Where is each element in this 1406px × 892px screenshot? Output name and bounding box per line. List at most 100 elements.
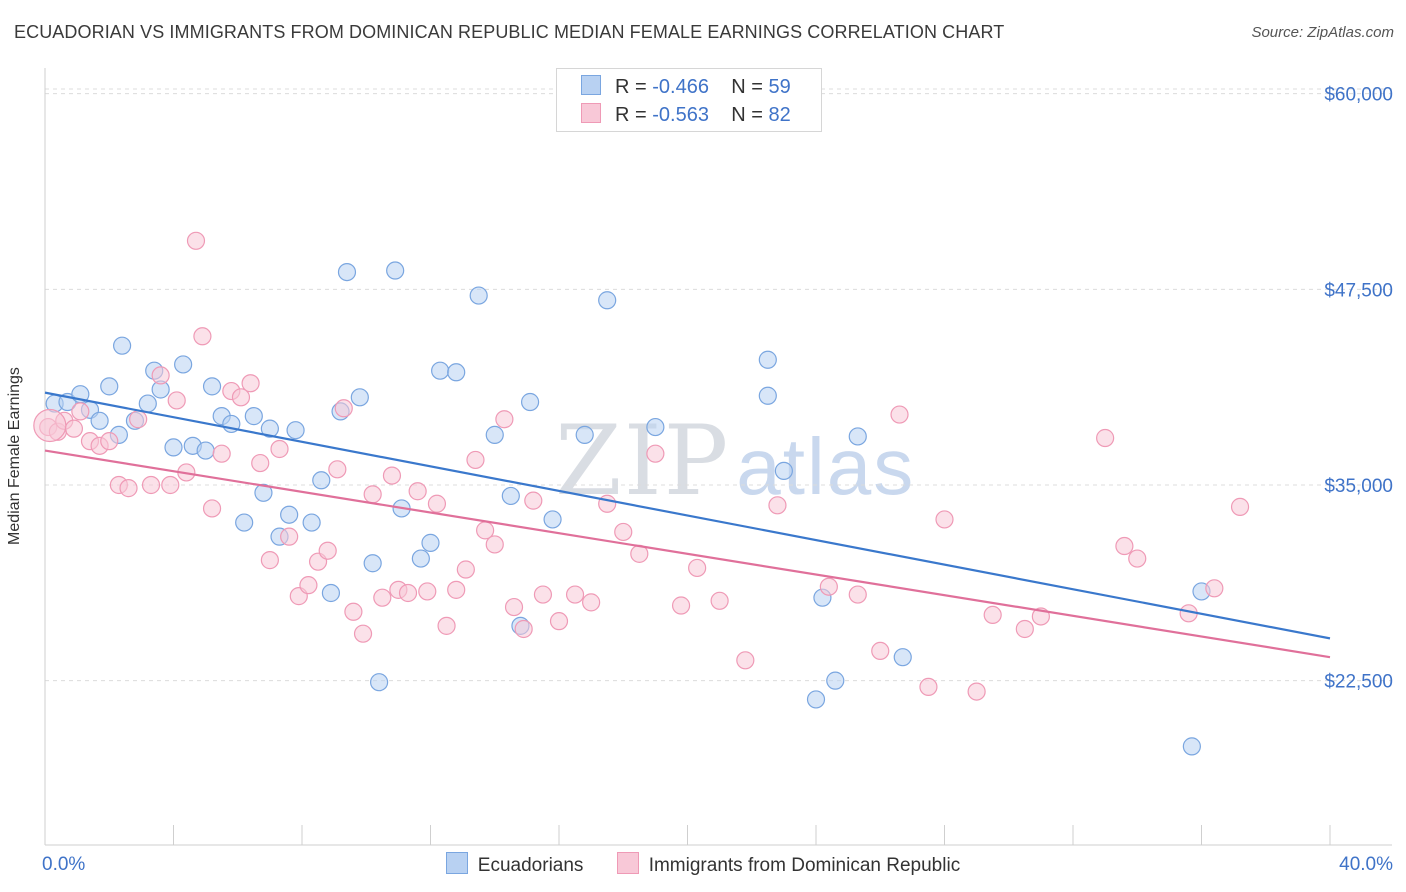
point-ecuadorian	[646, 417, 665, 437]
y-tick-label: $35,000	[1324, 476, 1393, 497]
point-dominican	[437, 616, 456, 635]
point-ecuadorian	[774, 461, 793, 480]
point-dominican	[582, 593, 601, 612]
point-dominican	[533, 585, 553, 604]
point-ecuadorian	[138, 394, 157, 413]
point-ecuadorian	[806, 690, 826, 709]
point-ecuadorian	[302, 513, 321, 532]
series-legend: Ecuadorians Immigrants from Dominican Re…	[0, 852, 1406, 877]
point-dominican	[418, 582, 437, 601]
point-ecuadorian	[235, 513, 254, 532]
point-ecuadorian	[575, 425, 594, 444]
legend-swatch-pink	[581, 103, 601, 123]
point-dominican	[919, 677, 938, 697]
point-dominican	[251, 453, 270, 473]
correlation-legend: R = -0.466 N = 59 R = -0.563 N = 82	[556, 68, 822, 132]
point-dominican	[983, 605, 1002, 625]
point-dominican	[373, 588, 392, 607]
point-dominican	[598, 494, 617, 513]
point-dominican	[614, 522, 633, 542]
point-dominican	[427, 494, 447, 513]
point-ecuadorian	[174, 355, 193, 374]
chart-title: ECUADORIAN VS IMMIGRANTS FROM DOMINICAN …	[14, 22, 1005, 42]
point-dominican	[466, 450, 485, 470]
point-dominican	[241, 374, 260, 393]
y-axis-label: Median Female Earnings	[6, 367, 23, 545]
point-dominican	[768, 496, 787, 515]
n-label: N =	[731, 76, 763, 98]
trendline-dominican	[44, 449, 1331, 659]
point-dominican	[565, 585, 585, 604]
x-tick-label: 40.0%	[1339, 854, 1393, 875]
point-ecuadorian	[321, 583, 341, 603]
point-dominican	[447, 580, 466, 599]
point-dominican	[299, 576, 318, 595]
point-ecuadorian	[100, 377, 119, 396]
watermark-atlas: atlas	[736, 422, 916, 511]
watermark-zip: ZIP	[555, 405, 731, 517]
point-ecuadorian	[386, 261, 405, 280]
point-dominican	[100, 432, 119, 451]
point-dominican	[193, 327, 212, 346]
legend-swatch-blue	[581, 75, 601, 95]
y-tick-label: $60,000	[1324, 85, 1393, 106]
y-tick-label: $22,500	[1324, 672, 1393, 693]
point-dominican	[344, 602, 363, 621]
point-dominican	[33, 408, 67, 443]
point-ecuadorian	[363, 554, 382, 573]
point-dominican	[119, 479, 138, 498]
legend-row-ecuadorians: R = -0.466 N = 59	[581, 75, 791, 101]
point-dominican	[1115, 536, 1134, 556]
y-tick-label: $47,500	[1324, 280, 1393, 301]
point-dominican	[504, 597, 524, 617]
point-dominican	[495, 410, 514, 429]
point-dominican	[141, 475, 161, 495]
point-dominican	[671, 596, 691, 615]
point-ecuadorian	[286, 421, 305, 440]
point-dominican	[1096, 428, 1115, 448]
point-ecuadorian	[469, 286, 488, 305]
point-dominican	[328, 460, 347, 479]
point-dominican	[967, 682, 986, 701]
n-value: 59	[768, 76, 791, 98]
point-dominican	[167, 391, 186, 410]
point-ecuadorian	[421, 533, 440, 552]
point-dominican	[1205, 579, 1224, 598]
point-dominican	[151, 366, 170, 385]
legend-row-dominican: R = -0.563 N = 82	[581, 103, 791, 129]
point-ecuadorian	[260, 419, 279, 438]
point-ecuadorian	[848, 427, 867, 446]
point-dominican	[1128, 549, 1147, 568]
point-dominican	[231, 388, 251, 407]
point-dominican	[260, 551, 279, 570]
point-dominican	[736, 651, 755, 670]
point-dominican	[408, 482, 427, 501]
legend-label: Immigrants from Dominican Republic	[648, 855, 961, 876]
r-label: R =	[615, 76, 647, 98]
source-label: Source: ZipAtlas.com	[1251, 24, 1394, 41]
point-ecuadorian	[826, 671, 845, 690]
point-ecuadorian	[543, 510, 562, 529]
point-ecuadorian	[598, 291, 617, 310]
point-ecuadorian	[202, 377, 222, 396]
legend-label: Ecuadorians	[477, 855, 584, 876]
legend-swatch-pink	[616, 852, 639, 874]
point-ecuadorian	[431, 361, 450, 380]
point-dominican	[161, 475, 180, 495]
point-ecuadorian	[280, 505, 299, 524]
x-tick-label: 0.0%	[42, 854, 85, 875]
point-dominican	[363, 485, 382, 504]
point-dominican	[382, 466, 402, 485]
point-dominican	[270, 439, 289, 459]
point-ecuadorian	[758, 386, 777, 405]
point-ecuadorian	[485, 425, 504, 444]
point-dominican	[212, 444, 231, 463]
point-dominican	[848, 585, 867, 604]
point-ecuadorian	[164, 438, 183, 457]
point-dominican	[710, 591, 729, 610]
point-ecuadorian	[501, 486, 520, 506]
point-ecuadorian	[90, 411, 109, 430]
point-dominican	[353, 624, 373, 643]
point-dominican	[819, 577, 838, 596]
point-ecuadorian	[337, 262, 357, 282]
